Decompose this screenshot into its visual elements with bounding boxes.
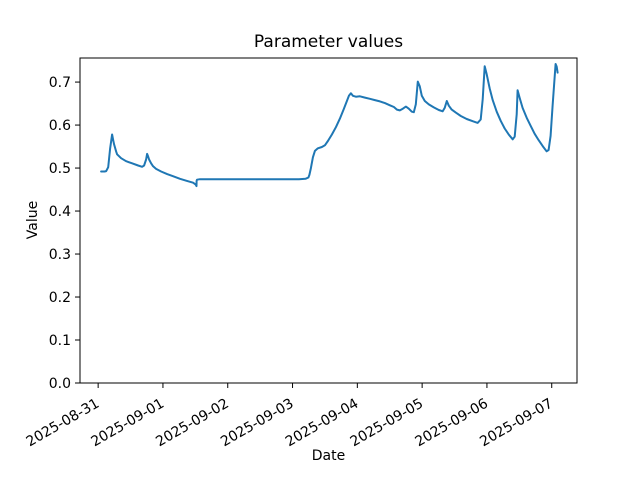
y-tick-label: 0.2: [49, 290, 71, 306]
x-tick-label: 2025-09-07: [477, 396, 555, 451]
y-tick-label: 0.0: [49, 376, 71, 392]
x-tick-label: 2025-09-02: [153, 396, 231, 451]
y-tick-label: 0.7: [49, 75, 71, 91]
x-tick-label: 2025-09-04: [283, 396, 362, 451]
x-tick-label: 2025-08-31: [24, 396, 102, 451]
x-tick-label: 2025-09-05: [348, 396, 426, 451]
y-tick-label: 0.6: [49, 118, 71, 134]
x-axis-label: Date: [311, 448, 346, 464]
x-tick-label: 2025-09-01: [88, 396, 166, 451]
y-tick-label: 0.3: [49, 247, 71, 263]
y-tick-label: 0.1: [49, 333, 71, 349]
y-tick-label: 0.5: [49, 161, 71, 177]
series-line: [100, 63, 559, 188]
plot-border: [79, 57, 578, 384]
chart-title: Parameter values: [253, 32, 404, 52]
x-tick-label: 2025-09-03: [218, 396, 296, 451]
y-tick-label: 0.4: [49, 204, 71, 220]
x-tick-label: 2025-09-06: [412, 396, 491, 451]
